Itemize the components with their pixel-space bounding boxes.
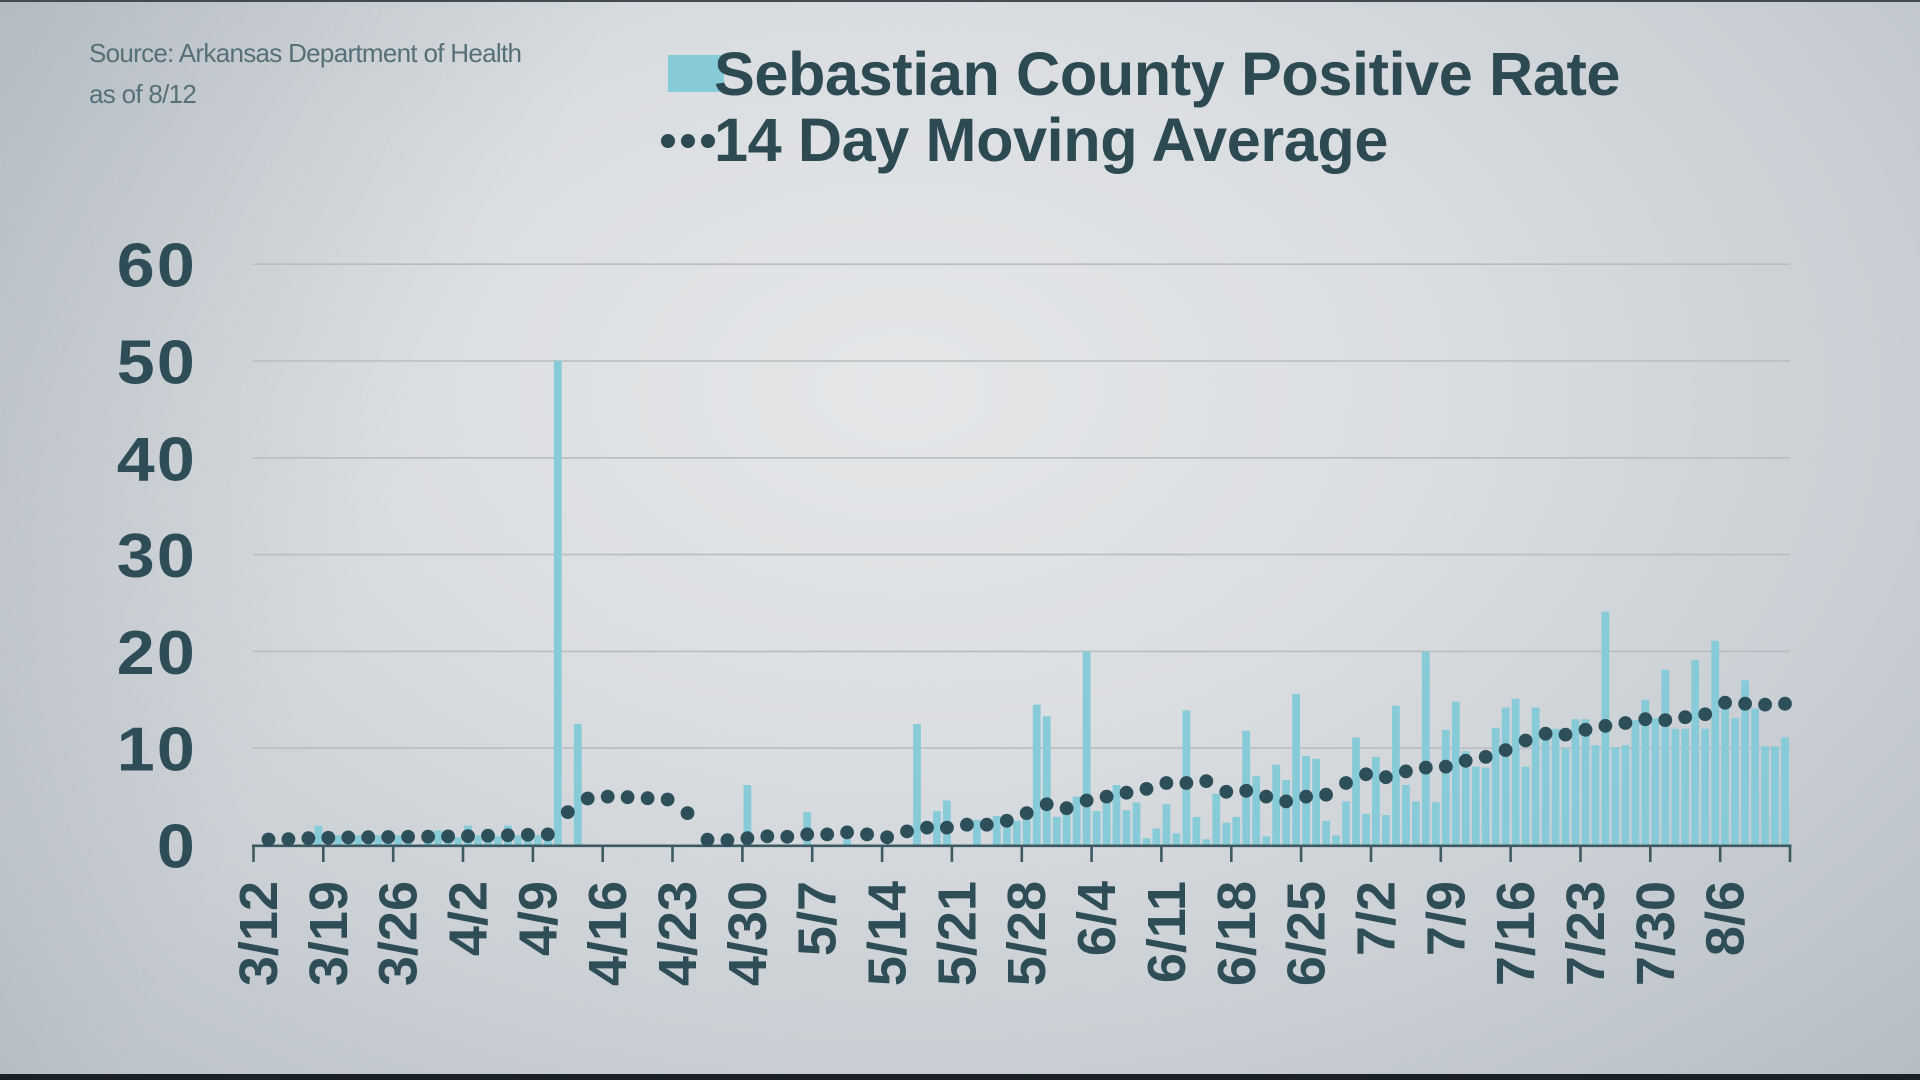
- svg-text:3/26: 3/26: [369, 881, 429, 986]
- svg-text:6/18: 6/18: [1207, 881, 1267, 986]
- svg-text:4/2: 4/2: [439, 881, 499, 956]
- svg-text:60: 60: [117, 231, 197, 300]
- svg-text:Source: Arkansas Department of: Source: Arkansas Department of Health: [89, 38, 521, 68]
- svg-text:7/16: 7/16: [1486, 881, 1546, 986]
- svg-text:50: 50: [117, 327, 197, 396]
- svg-text:8/6: 8/6: [1696, 881, 1756, 956]
- svg-text:4/23: 4/23: [648, 881, 708, 986]
- svg-text:6/4: 6/4: [1067, 881, 1127, 956]
- svg-text:30: 30: [117, 521, 197, 590]
- svg-text:7/2: 7/2: [1347, 881, 1407, 956]
- svg-text:5/28: 5/28: [997, 881, 1057, 986]
- svg-text:6/11: 6/11: [1137, 881, 1197, 983]
- svg-text:4/16: 4/16: [578, 881, 638, 986]
- svg-text:5/21: 5/21: [927, 881, 987, 986]
- svg-text:20: 20: [117, 618, 197, 687]
- svg-text:4/9: 4/9: [508, 881, 568, 956]
- svg-text:10: 10: [117, 715, 197, 784]
- svg-text:3/19: 3/19: [299, 881, 359, 986]
- svg-text:7/30: 7/30: [1626, 881, 1686, 986]
- svg-text:Sebastian County Positive Rate: Sebastian County Positive Rate: [714, 40, 1620, 108]
- svg-text:4/30: 4/30: [718, 881, 778, 986]
- svg-text:0: 0: [157, 811, 197, 880]
- svg-text:14 Day Moving Average: 14 Day Moving Average: [714, 106, 1388, 174]
- svg-text:5/14: 5/14: [858, 881, 918, 986]
- svg-text:5/7: 5/7: [788, 881, 848, 956]
- svg-text:as of 8/12: as of 8/12: [89, 79, 196, 109]
- svg-text:40: 40: [117, 424, 197, 493]
- svg-text:3/12: 3/12: [229, 881, 289, 986]
- svg-text:7/23: 7/23: [1556, 881, 1616, 986]
- svg-text:7/9: 7/9: [1416, 881, 1476, 956]
- svg-text:6/25: 6/25: [1277, 881, 1337, 986]
